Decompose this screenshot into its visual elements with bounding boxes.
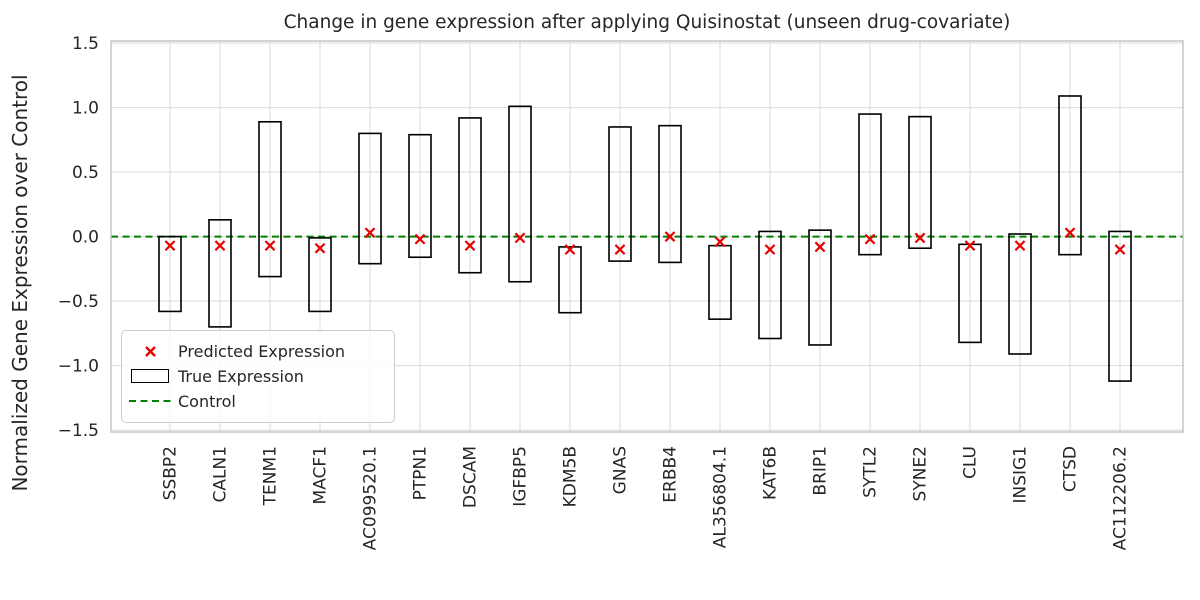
y-tick-label: 0.5 — [72, 163, 99, 183]
legend-label: Predicted Expression — [178, 341, 346, 361]
y-tick-label: 0.0 — [72, 228, 99, 248]
x-tick-label: KDM5B — [561, 446, 581, 507]
x-tick-label: SYTL2 — [861, 446, 881, 498]
x-tick-label: ERBB4 — [661, 446, 681, 503]
open-box-marker-icon — [122, 369, 178, 383]
red-x-marker-icon — [122, 345, 178, 358]
x-tick-label: PTPN1 — [411, 446, 431, 500]
y-tick-label: −1.5 — [58, 421, 99, 441]
predicted-x-marker — [1014, 240, 1026, 252]
predicted-x-marker — [814, 241, 826, 253]
predicted-x-marker — [1114, 244, 1126, 255]
y-tick-label: −0.5 — [58, 292, 99, 312]
legend-item-control: Control — [122, 389, 394, 413]
predicted-x-marker — [864, 233, 876, 245]
x-tick-label: IGFBP5 — [511, 446, 531, 507]
predicted-x-marker — [164, 240, 176, 252]
plot-border — [110, 40, 1184, 433]
true-expression-box — [458, 117, 482, 274]
x-tick-label: CALN1 — [211, 446, 231, 503]
predicted-x-marker — [264, 240, 276, 252]
true-expression-box — [808, 229, 832, 346]
true-expression-box — [1008, 233, 1032, 355]
predicted-x-marker — [314, 242, 326, 254]
x-tick-label: SSBP2 — [161, 446, 181, 500]
predicted-x-marker — [364, 227, 376, 239]
true-expression-box — [258, 120, 282, 278]
true-expression-box — [1058, 95, 1082, 256]
true-expression-box — [558, 246, 582, 314]
true-expression-box — [908, 115, 932, 250]
true-expression-box — [158, 235, 182, 313]
true-expression-box — [208, 219, 232, 328]
predicted-x-marker — [564, 244, 576, 255]
y-tick-label: 1.0 — [72, 99, 99, 119]
x-tick-label: DSCAM — [461, 446, 481, 508]
predicted-x-marker — [514, 232, 526, 244]
legend-item-true-expression: True Expression — [122, 364, 394, 388]
x-tick-label: INSIG1 — [1011, 446, 1031, 504]
predicted-x-marker — [714, 236, 726, 248]
x-tick-label: AC099520.1 — [361, 446, 381, 550]
x-tick-label: MACF1 — [311, 446, 331, 504]
legend: Predicted Expression True Expression Con… — [121, 330, 395, 423]
x-tick-label: SYNE2 — [911, 446, 931, 501]
legend-label: True Expression — [178, 366, 304, 386]
true-expression-box — [858, 113, 882, 256]
true-expression-box — [508, 105, 532, 283]
predicted-x-marker — [764, 244, 776, 255]
predicted-x-marker — [664, 231, 676, 242]
predicted-x-marker — [464, 240, 476, 252]
predicted-x-marker — [964, 240, 976, 252]
predicted-x-marker — [914, 232, 926, 244]
true-expression-box — [358, 132, 382, 265]
x-tick-label: BRIP1 — [811, 446, 831, 496]
predicted-x-marker — [214, 240, 226, 252]
legend-label: Control — [178, 391, 236, 411]
legend-item-predicted-expression: Predicted Expression — [122, 339, 394, 363]
y-axis-label: Normalized Gene Expression over Control — [8, 74, 32, 492]
predicted-x-marker — [614, 244, 626, 255]
x-tick-label: TENM1 — [261, 446, 281, 506]
x-tick-label: GNAS — [611, 446, 631, 494]
true-expression-box — [408, 133, 432, 259]
true-expression-box — [758, 230, 782, 340]
true-expression-box — [658, 124, 682, 264]
true-expression-box — [608, 126, 632, 262]
chart-title: Change in gene expression after applying… — [283, 12, 1011, 33]
x-tick-label: CLU — [961, 446, 981, 479]
green-dashed-line-icon — [122, 399, 178, 403]
true-expression-box — [308, 237, 332, 313]
predicted-x-marker — [414, 233, 426, 245]
x-tick-label: AL356804.1 — [711, 446, 731, 548]
y-tick-label: −1.0 — [58, 357, 99, 377]
x-tick-label: KAT6B — [761, 446, 781, 500]
predicted-x-marker — [1064, 227, 1076, 239]
x-tick-label: AC112206.2 — [1111, 446, 1131, 550]
true-expression-box — [1108, 230, 1132, 382]
true-expression-box — [708, 244, 732, 320]
y-tick-label: 1.5 — [72, 34, 99, 54]
x-tick-label: CTSD — [1061, 446, 1081, 492]
